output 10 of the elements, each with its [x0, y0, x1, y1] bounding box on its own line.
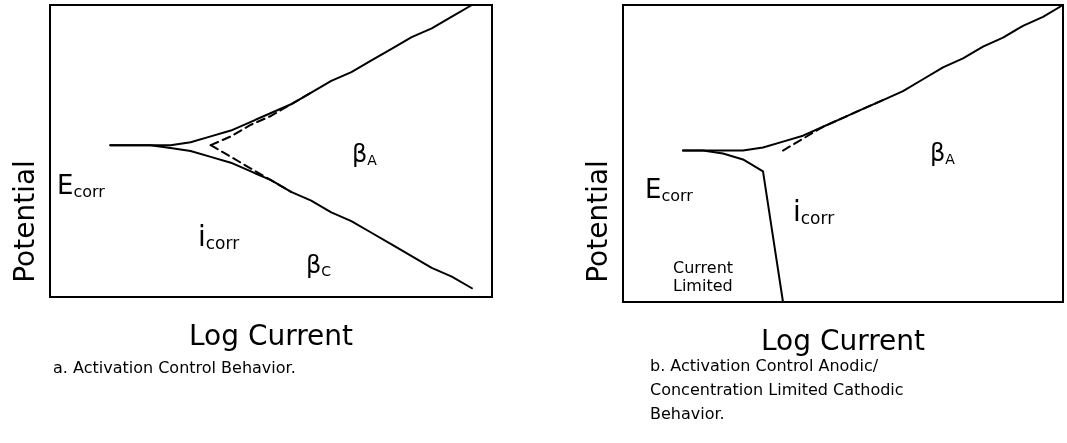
y-axis-title: Potential: [7, 160, 41, 283]
y-axis-title: Potential: [580, 160, 614, 283]
x-axis-title: Log Current: [760, 323, 926, 357]
text: b. Activation Control Anodic/ Concentration Limited Cathodic Behavior.: [650, 355, 909, 423]
annotation: βA: [352, 140, 378, 168]
x-axis-title: Log Current: [188, 318, 354, 352]
annotation: βA: [930, 139, 956, 167]
annotation: βC: [306, 251, 332, 279]
annotation: Current Limited: [673, 257, 739, 295]
text: a. Activation Control Behavior.: [53, 357, 296, 377]
